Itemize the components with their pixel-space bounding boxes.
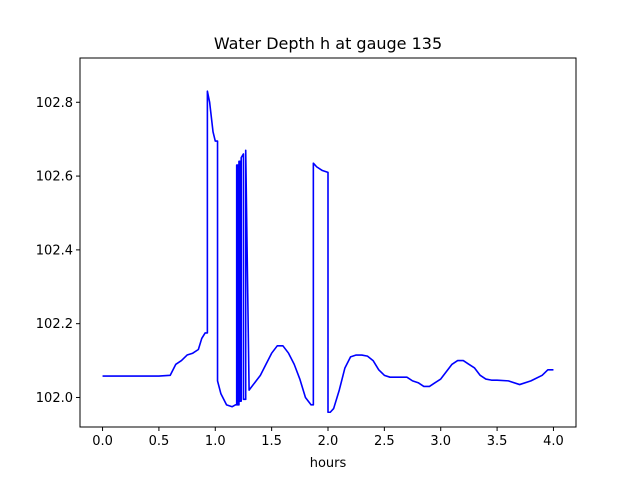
x-tick-label: 2.0 <box>318 434 339 449</box>
plot-lines <box>102 90 554 414</box>
y-tick-label: 102.8 <box>36 96 73 111</box>
chart-title: Water Depth h at gauge 135 <box>214 34 442 53</box>
plot-area-frame <box>79 57 577 428</box>
x-tick-label: 1.5 <box>261 434 282 449</box>
y-tick-label: 102.2 <box>36 317 73 332</box>
x-tick-label: 3.5 <box>487 434 508 449</box>
x-tick-label: 0.0 <box>92 434 113 449</box>
series-line-0 <box>102 90 554 414</box>
x-tick-label: 1.0 <box>205 434 226 449</box>
y-tick-label: 102.4 <box>36 243 73 258</box>
x-tick-label: 0.5 <box>149 434 170 449</box>
x-tick-label: 2.5 <box>374 434 395 449</box>
x-tick-label: 3.0 <box>430 434 451 449</box>
x-tick-label: 4.0 <box>543 434 564 449</box>
y-tick-label: 102.0 <box>36 391 73 406</box>
axis-ticks: 0.0 0.5 1.0 1.5 2.0 2.5 3.0 3.5 4.0 102.0 102.2 102… <box>36 96 564 449</box>
x-axis-label: hours <box>310 456 347 471</box>
y-tick-label: 102.6 <box>36 170 73 185</box>
